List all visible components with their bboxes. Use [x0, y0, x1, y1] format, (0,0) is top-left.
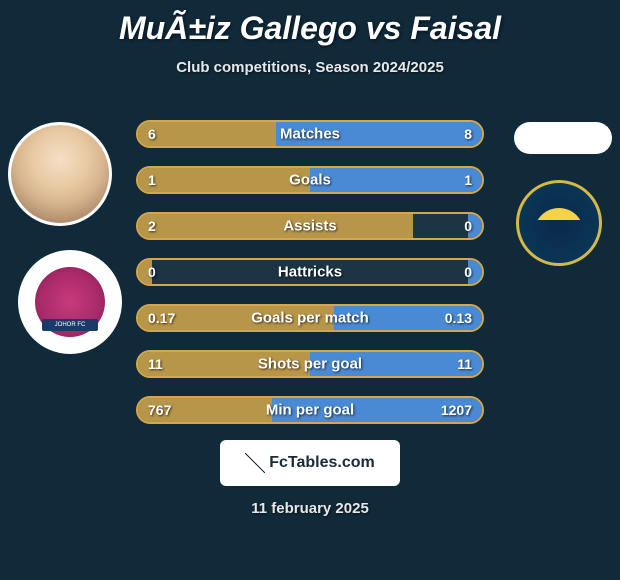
- stat-value-right: 1: [464, 172, 472, 188]
- stat-value-left: 2: [148, 218, 156, 234]
- club-left-logo: JOHOR FC: [18, 250, 122, 354]
- stat-label: Shots per goal: [258, 356, 362, 373]
- club-left-logo-label: JOHOR FC: [42, 319, 98, 331]
- stat-value-left: 0: [148, 264, 156, 280]
- footer-brand-badge[interactable]: FcTables.com: [220, 440, 400, 486]
- stat-value-right: 0: [464, 218, 472, 234]
- chart-icon: [245, 453, 265, 473]
- club-left-logo-inner: JOHOR FC: [35, 267, 105, 337]
- stat-fill-left: [138, 214, 413, 238]
- stat-value-left: 0.17: [148, 310, 175, 326]
- stat-row: Goals per match 0.17 0.13: [136, 304, 484, 332]
- stat-value-right: 0.13: [445, 310, 472, 326]
- footer-date: 11 february 2025: [251, 500, 369, 517]
- subtitle: Club competitions, Season 2024/2025: [0, 59, 620, 76]
- stat-row: Shots per goal 11 11: [136, 350, 484, 378]
- stat-row: Matches 6 8: [136, 120, 484, 148]
- stat-row: Min per goal 767 1207: [136, 396, 484, 424]
- stat-value-right: 8: [464, 126, 472, 142]
- stat-value-left: 11: [148, 356, 163, 372]
- stat-label: Goals: [289, 172, 331, 189]
- stat-value-left: 767: [148, 402, 171, 418]
- stat-value-right: 11: [457, 356, 472, 372]
- stat-fill-left: [138, 122, 276, 146]
- stat-label: Hattricks: [278, 264, 342, 281]
- stat-value-right: 1207: [441, 402, 472, 418]
- page-title: MuÃ±iz Gallego vs Faisal: [0, 0, 620, 47]
- stat-value-left: 6: [148, 126, 156, 142]
- stat-label: Assists: [283, 218, 336, 235]
- club-right-logo: [516, 180, 602, 266]
- stat-value-left: 1: [148, 172, 156, 188]
- player-right-avatar: [514, 122, 612, 154]
- stat-label: Matches: [280, 126, 340, 143]
- stats-container: Matches68Goals11Assists20Hattricks00Goal…: [136, 120, 484, 442]
- stat-label: Goals per match: [251, 310, 369, 327]
- player-left-avatar: [8, 122, 112, 226]
- footer-brand-text: FcTables.com: [269, 454, 375, 472]
- stat-fill-right: [310, 168, 482, 192]
- stat-row: Goals 1 1: [136, 166, 484, 194]
- stat-row: Hattricks 0 0: [136, 258, 484, 286]
- stat-fill-left: [138, 168, 310, 192]
- club-right-logo-wave: [534, 208, 584, 238]
- stat-label: Min per goal: [266, 402, 354, 419]
- stat-row: Assists 2 0: [136, 212, 484, 240]
- stat-value-right: 0: [464, 264, 472, 280]
